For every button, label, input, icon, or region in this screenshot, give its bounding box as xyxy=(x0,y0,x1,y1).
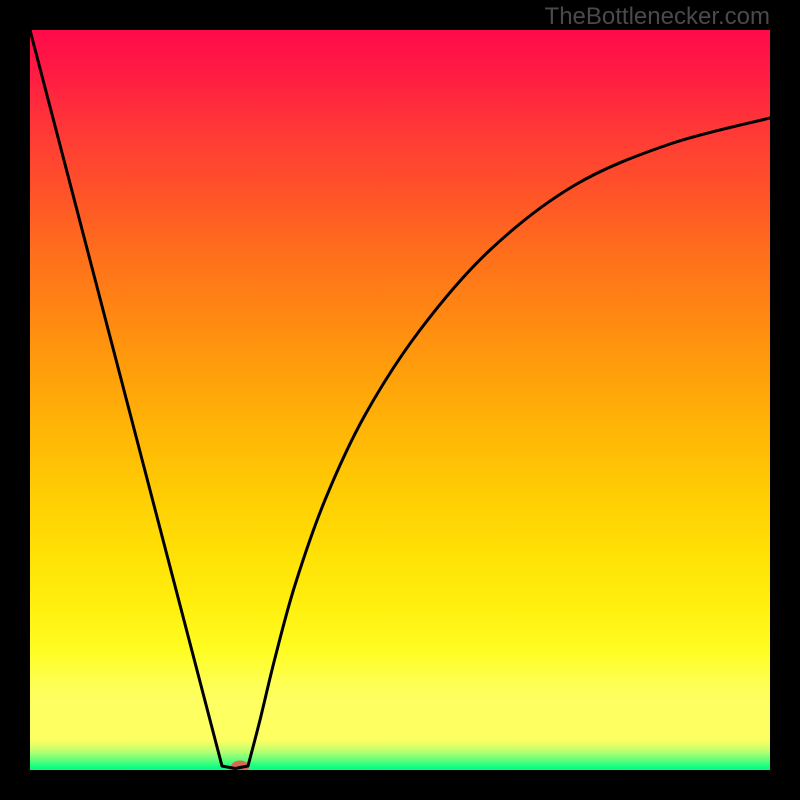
chart-frame: TheBottlenecker.com xyxy=(0,0,800,800)
plot-area xyxy=(30,30,770,770)
watermark-text: TheBottlenecker.com xyxy=(545,3,770,31)
curve-layer xyxy=(30,30,770,770)
bottleneck-curve xyxy=(30,30,770,769)
